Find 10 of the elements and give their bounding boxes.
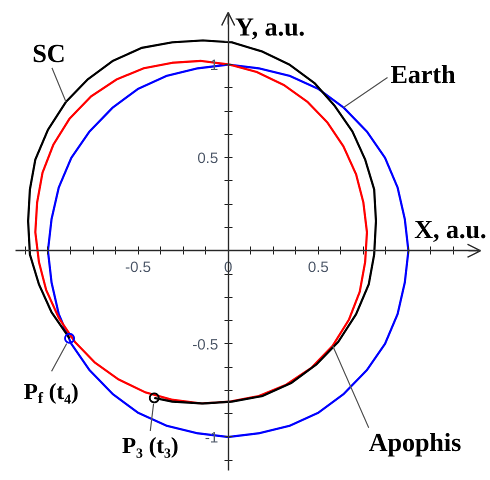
- x-tick-label: 0.5: [308, 258, 329, 276]
- y-tick-label: 0.5: [197, 150, 218, 168]
- text: Apophis: [368, 428, 462, 457]
- x-axis-title: X, a.u.: [414, 214, 487, 244]
- y-tick-label: -0.5: [192, 336, 218, 354]
- y-axis-title: Y, a.u.: [235, 12, 306, 42]
- series-label: SC: [32, 38, 66, 68]
- series-label: Earth: [390, 60, 456, 89]
- annotation: P₃ (t₃): [122, 432, 179, 458]
- x-tick-label: -0.5: [125, 258, 151, 276]
